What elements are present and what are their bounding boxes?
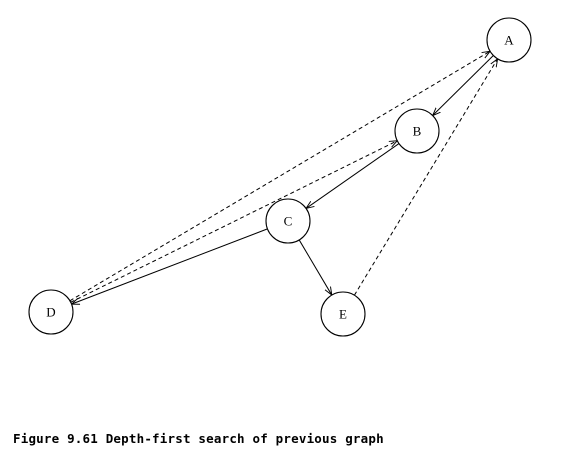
node-label-e: E [339, 307, 347, 322]
node-label-c: C [284, 214, 293, 229]
figure-caption: Figure 9.61 Depth-first search of previo… [13, 431, 384, 446]
tree-edge-a-to-b [433, 55, 494, 115]
back-edge-d-to-a [69, 51, 490, 302]
back-edge-d-to-b [70, 141, 398, 303]
tree-edge-c-to-d [72, 228, 268, 304]
node-label-a: A [504, 33, 514, 48]
node-e: E [320, 291, 366, 337]
node-circle-b [394, 108, 440, 154]
back-edge-e-to-a [353, 59, 497, 296]
node-label-d: D [46, 305, 55, 320]
node-circle-e [320, 291, 366, 337]
dfs-graph-diagram: A B C D E [28, 17, 532, 337]
node-b: B [394, 108, 440, 154]
tree-edge-c-to-e [298, 239, 332, 295]
node-circle-d [28, 289, 74, 335]
node-a: A [486, 17, 532, 63]
node-c: C [265, 198, 311, 244]
node-circle-c [265, 198, 311, 244]
node-label-b: B [413, 124, 422, 139]
node-circle-a [486, 17, 532, 63]
node-d: D [28, 289, 74, 335]
tree-edge-b-to-c [306, 143, 400, 209]
